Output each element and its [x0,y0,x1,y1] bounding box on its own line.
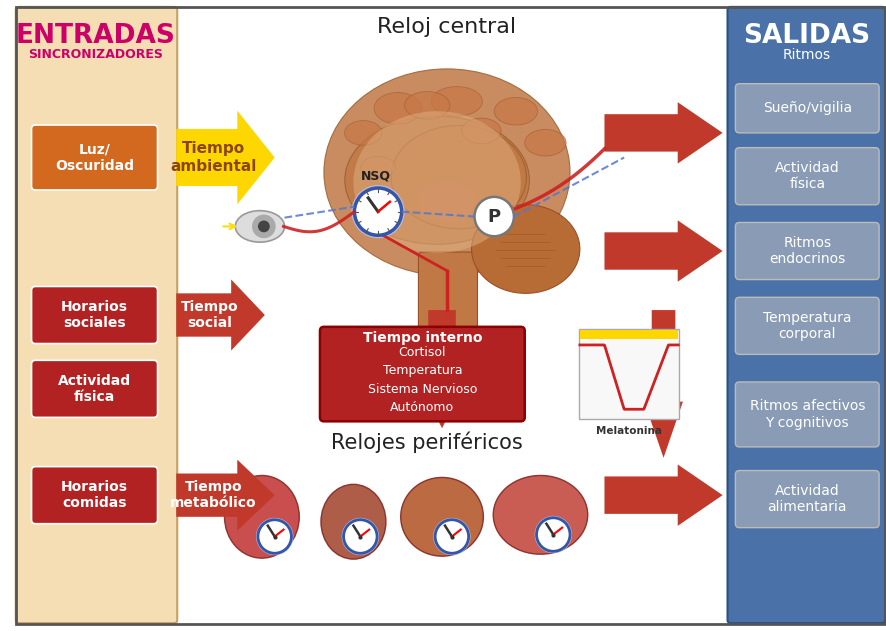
Circle shape [435,520,468,553]
FancyBboxPatch shape [734,84,878,133]
FancyBboxPatch shape [32,125,158,190]
FancyBboxPatch shape [734,471,878,528]
Text: Tiempo
ambiental: Tiempo ambiental [170,141,257,174]
Circle shape [351,185,404,239]
Polygon shape [176,280,265,351]
Polygon shape [419,310,464,428]
Text: P: P [487,208,501,225]
Text: Tiempo
social: Tiempo social [181,300,238,330]
Text: Actividad
física: Actividad física [774,161,839,191]
Text: Relojes periféricos: Relojes periféricos [331,431,523,452]
Circle shape [258,220,269,232]
Polygon shape [603,102,722,163]
Circle shape [354,188,401,235]
FancyBboxPatch shape [32,360,158,417]
FancyBboxPatch shape [16,7,177,623]
Text: Actividad
física: Actividad física [58,374,131,404]
FancyBboxPatch shape [418,252,477,337]
Circle shape [432,518,470,555]
Ellipse shape [417,182,476,221]
Ellipse shape [353,111,520,253]
Polygon shape [643,310,682,457]
Ellipse shape [462,118,501,144]
Ellipse shape [494,97,537,125]
FancyBboxPatch shape [734,148,878,204]
Text: Temperatura
corporal: Temperatura corporal [762,310,851,341]
FancyBboxPatch shape [320,327,525,422]
Text: SALIDAS: SALIDAS [742,23,869,49]
Text: Horarios
comidas: Horarios comidas [61,480,128,510]
Ellipse shape [471,204,579,293]
Text: Ritmos afectivos
Y cognitivos: Ritmos afectivos Y cognitivos [749,399,864,430]
Ellipse shape [235,211,284,242]
FancyBboxPatch shape [32,466,158,524]
Text: ENTRADAS: ENTRADAS [16,23,175,49]
Circle shape [256,518,293,555]
FancyBboxPatch shape [32,286,158,343]
Text: NSQ: NSQ [361,169,391,182]
FancyBboxPatch shape [734,297,878,355]
Text: Sueño/vigilia: Sueño/vigilia [762,102,851,115]
Circle shape [343,520,377,553]
FancyBboxPatch shape [734,223,878,280]
Text: Tiempo
metabólico: Tiempo metabólico [170,480,257,510]
Circle shape [258,520,291,553]
Ellipse shape [361,156,395,178]
Ellipse shape [493,476,587,554]
Ellipse shape [374,93,421,124]
Text: Horarios
sociales: Horarios sociales [61,300,128,330]
Circle shape [252,215,276,239]
Circle shape [341,518,378,555]
Polygon shape [176,110,275,204]
Text: Reloj central: Reloj central [377,17,516,37]
Ellipse shape [224,476,299,558]
Text: Luz/
Oscuridad: Luz/ Oscuridad [55,143,134,173]
Ellipse shape [321,485,385,559]
Circle shape [534,516,571,553]
Ellipse shape [404,91,449,119]
Ellipse shape [400,478,483,556]
Polygon shape [603,220,722,281]
Ellipse shape [323,69,570,276]
Ellipse shape [525,129,565,156]
Polygon shape [176,459,275,531]
Text: Melatonina: Melatonina [595,427,661,436]
Ellipse shape [391,126,526,229]
Text: Ritmos
endocrinos: Ritmos endocrinos [768,236,844,266]
Text: Actividad
alimentaria: Actividad alimentaria [766,484,846,514]
Ellipse shape [431,86,482,116]
FancyBboxPatch shape [727,7,884,623]
Ellipse shape [345,116,529,244]
FancyBboxPatch shape [734,382,878,447]
Polygon shape [603,464,722,526]
Text: Tiempo interno: Tiempo interno [362,331,482,345]
Circle shape [536,518,570,551]
FancyBboxPatch shape [579,329,679,420]
Text: SINCRONIZADORES: SINCRONIZADORES [28,48,163,61]
Circle shape [474,197,513,236]
Ellipse shape [344,121,382,145]
Text: Ritmos: Ritmos [781,48,829,62]
Bar [579,330,678,339]
Text: Cortisol
Temperatura
Sistema Nervioso
Autónomo: Cortisol Temperatura Sistema Nervioso Au… [367,346,477,414]
